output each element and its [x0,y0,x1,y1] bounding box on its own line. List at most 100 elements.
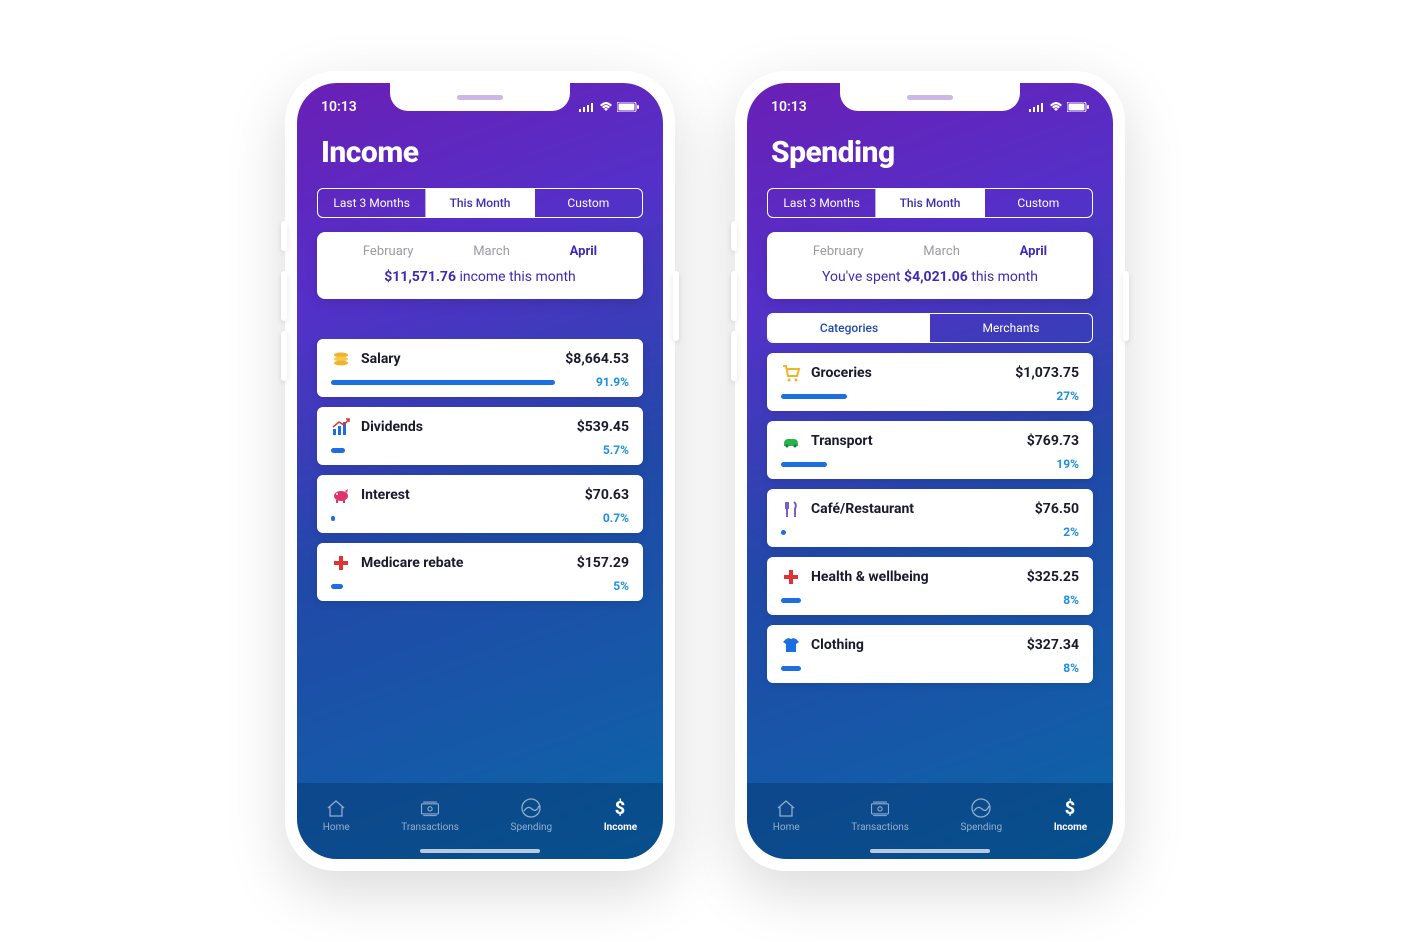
tab-label: Income [1054,822,1087,833]
svg-text:$: $ [1065,798,1075,819]
category-card-groceries[interactable]: Groceries $1,073.75 27% [767,353,1093,411]
category-list: Groceries $1,073.75 27% Transport $769.7… [747,353,1113,783]
category-card-medicare-rebate[interactable]: Medicare rebate $157.29 5% [317,543,643,601]
period-segmented-control[interactable]: Last 3 Months This Month Custom [767,188,1093,218]
page-header: Spending [747,123,1113,188]
tab-home[interactable]: Home [323,797,350,833]
utensils-icon [781,499,801,519]
progress-bar [781,598,1025,603]
category-pct: 0.7% [585,511,629,525]
month-tab-february[interactable]: February [813,244,864,259]
tab-transactions[interactable]: Transactions [851,797,909,833]
signal-icon [1029,102,1045,112]
month-tab-march[interactable]: March [923,244,960,259]
signal-icon [579,102,595,112]
phone-side-button [281,221,287,251]
period-segmented-control[interactable]: Last 3 Months This Month Custom [317,188,643,218]
category-list: Salary $8,664.53 91.9% Dividends $539.45 [297,339,663,783]
category-name: Transport [811,433,1017,449]
seg-this-month[interactable]: This Month [426,189,534,217]
status-icons [579,102,639,112]
seg-last-3-months[interactable]: Last 3 Months [768,189,876,217]
category-card-cafe-restaurant[interactable]: Café/Restaurant $76.50 2% [767,489,1093,547]
category-pct: 5.7% [585,443,629,457]
phone-side-button [731,331,737,381]
category-card-clothing[interactable]: Clothing $327.34 8% [767,625,1093,683]
category-name: Clothing [811,637,1017,653]
category-amount: $76.50 [1035,501,1079,517]
home-indicator [420,849,540,853]
wifi-icon [599,102,613,112]
phone-side-button [673,271,679,341]
progress-fill [781,666,801,671]
tab-home[interactable]: Home [773,797,800,833]
view-segmented-control[interactable]: Categories Merchants [767,313,1093,343]
category-name: Medicare rebate [361,555,567,571]
progress-fill [781,462,827,467]
spending-icon [970,797,992,819]
progress-bar [331,516,575,521]
tab-bar: Home Transactions Spending $ Income [297,783,663,859]
category-amount: $325.25 [1027,569,1079,585]
cart-icon [781,363,801,383]
month-tabs[interactable]: February March April [333,244,627,259]
screen: 10:13 Spending Last 3 Months This Month … [747,83,1113,859]
progress-fill [781,598,801,603]
tab-income[interactable]: $ Income [604,797,637,833]
phone-mockup-spending: 10:13 Spending Last 3 Months This Month … [735,71,1125,871]
category-amount: $8,664.53 [565,351,629,367]
progress-fill [331,584,343,589]
tab-spending[interactable]: Spending [511,797,553,833]
progress-fill [331,448,345,453]
category-card-interest[interactable]: Interest $70.63 0.7% [317,475,643,533]
dollar-icon: $ [609,797,631,819]
piggy-bank-icon [331,485,351,505]
category-amount: $157.29 [577,555,629,571]
tab-income[interactable]: $ Income [1054,797,1087,833]
category-pct: 8% [1035,593,1079,607]
category-name: Health & wellbeing [811,569,1017,585]
seg-this-month[interactable]: This Month [876,189,984,217]
month-tab-february[interactable]: February [363,244,414,259]
phone-side-button [731,271,737,321]
month-tab-april[interactable]: April [570,244,597,259]
seg-last-3-months[interactable]: Last 3 Months [318,189,426,217]
month-tab-april[interactable]: April [1020,244,1047,259]
tab-transactions[interactable]: Transactions [401,797,459,833]
category-amount: $327.34 [1027,637,1079,653]
tab-label: Home [773,822,800,833]
summary-prefix: You've spent [822,269,904,285]
category-card-health-wellbeing[interactable]: Health & wellbeing $325.25 8% [767,557,1093,615]
dollar-icon: $ [1059,797,1081,819]
summary-suffix: this month [968,269,1038,285]
progress-bar [781,666,1025,671]
car-icon [781,431,801,451]
seg-custom[interactable]: Custom [985,189,1092,217]
seg-custom[interactable]: Custom [535,189,642,217]
category-card-transport[interactable]: Transport $769.73 19% [767,421,1093,479]
phone-mockup-income: 10:13 Income Last 3 Months This Month Cu… [285,71,675,871]
month-tab-march[interactable]: March [473,244,510,259]
tab-label: Spending [961,822,1003,833]
category-pct: 5% [585,579,629,593]
phone-side-button [281,271,287,321]
tab-label: Home [323,822,350,833]
status-icons [1029,102,1089,112]
seg-categories[interactable]: Categories [768,314,930,342]
category-card-dividends[interactable]: Dividends $539.45 5.7% [317,407,643,465]
page-title: Spending [771,135,1089,170]
category-card-salary[interactable]: Salary $8,664.53 91.9% [317,339,643,397]
tab-spending[interactable]: Spending [961,797,1003,833]
month-summary-text: $11,571.76 income this month [333,269,627,285]
month-tabs[interactable]: February March April [783,244,1077,259]
month-summary-card: February March April $11,571.76 income t… [317,232,643,299]
home-icon [325,797,347,819]
phone-side-button [731,221,737,251]
category-name: Interest [361,487,575,503]
category-pct: 8% [1035,661,1079,675]
progress-bar [331,584,575,589]
coins-icon [331,349,351,369]
progress-bar [781,394,1025,399]
status-time: 10:13 [321,99,357,115]
seg-merchants[interactable]: Merchants [930,314,1092,342]
